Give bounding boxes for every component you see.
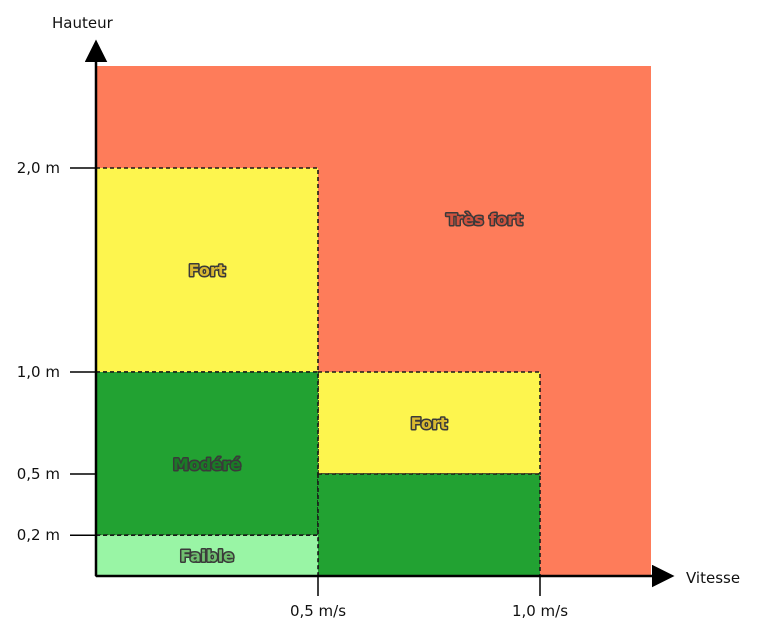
region-modere-3 bbox=[95, 371, 319, 536]
x-axis-title: Vitesse bbox=[686, 569, 740, 587]
region-fort-1 bbox=[95, 167, 319, 373]
zone-labels-layer: Très fort Fort Fort Modéré Faible bbox=[172, 209, 525, 568]
region-modere-4 bbox=[317, 473, 541, 577]
axes: Hauteur Vitesse bbox=[52, 14, 740, 588]
regions-layer bbox=[95, 66, 651, 577]
y-axis-title: Hauteur bbox=[52, 14, 114, 32]
y-tick-label: 1,0 m bbox=[17, 363, 60, 381]
y-tick-label: 0,2 m bbox=[17, 526, 60, 544]
region-fort-2 bbox=[317, 371, 541, 475]
x-tick-label: 0,5 m/s bbox=[290, 602, 346, 620]
y-tick-label: 0,5 m bbox=[17, 465, 60, 483]
zone-label-fort: Fort bbox=[189, 261, 226, 280]
zone-label-faible: Faible bbox=[180, 547, 234, 566]
x-tick-label: 1,0 m/s bbox=[512, 602, 568, 620]
zone-label-fort: Fort bbox=[411, 414, 448, 433]
ticks-layer: 0,2 m 0,5 m 1,0 m 2,0 m 0,5 m/s 1,0 m/s bbox=[17, 159, 568, 620]
y-tick-label: 2,0 m bbox=[17, 159, 60, 177]
zone-label-tres-fort: Très fort bbox=[446, 210, 523, 229]
zone-label-modere: Modéré bbox=[173, 455, 241, 474]
